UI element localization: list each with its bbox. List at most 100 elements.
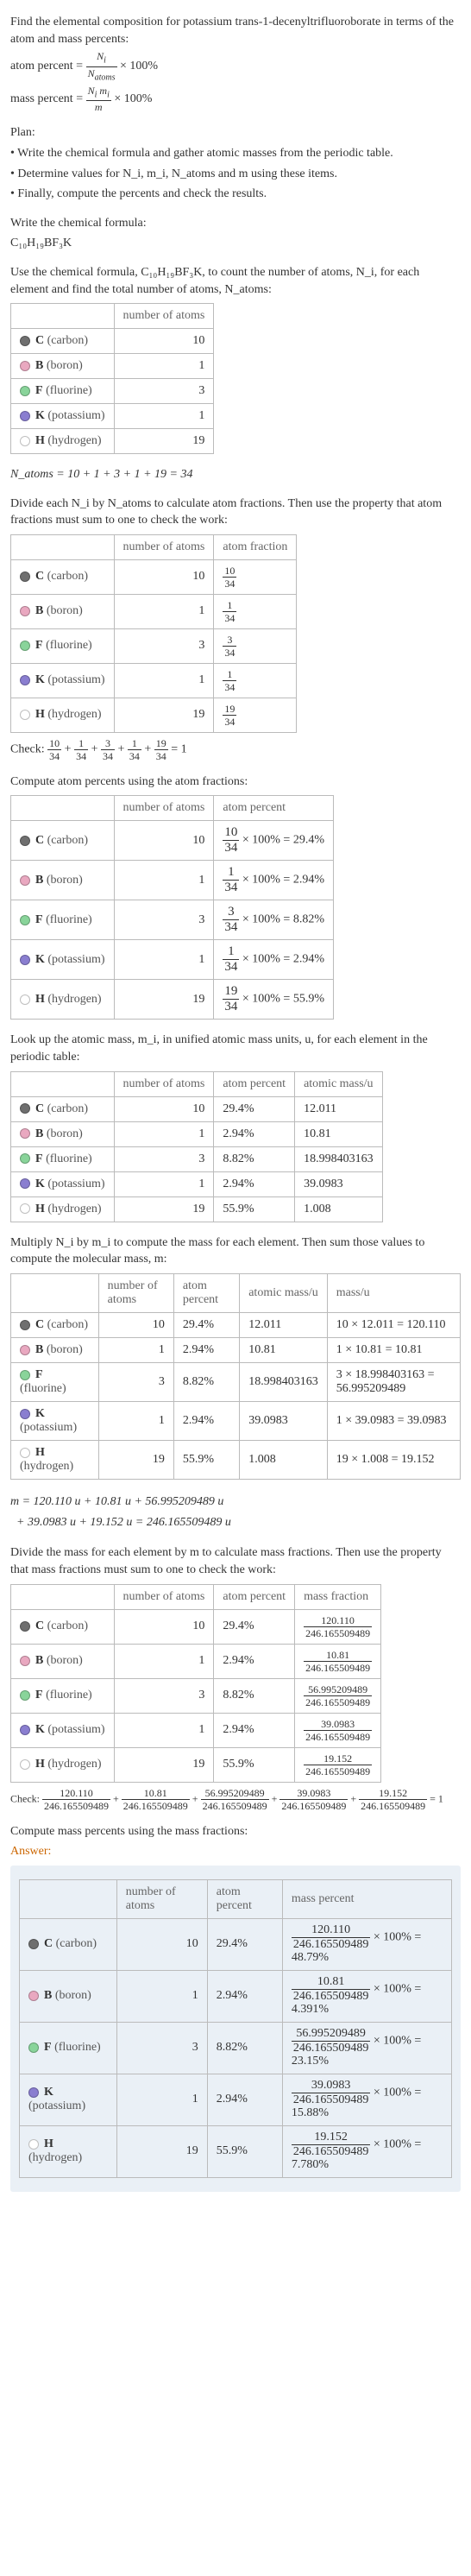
mass-percent-formula: mass percent = Ni mi m × 100% [10, 85, 461, 112]
element-cell: C (carbon) [11, 1609, 115, 1644]
atomic-mass: 1.008 [240, 1440, 328, 1479]
plan-item: • Finally, compute the percents and chec… [10, 186, 461, 203]
plan-item: • Write the chemical formula and gather … [10, 145, 461, 162]
atom-percent-table: number of atomsatom percent C (carbon)10… [10, 795, 334, 1020]
atomic-mass: 10.81 [240, 1337, 328, 1362]
element-cell: H (hydrogen) [11, 980, 115, 1020]
element-cell: K (potassium) [11, 940, 115, 980]
table-row: C (carbon)1029.4%12.011 [11, 1096, 383, 1121]
atom-frac: 1934 [214, 698, 297, 732]
atom-pct: 2.94% [214, 1644, 295, 1678]
atom-percent-formula: atom percent = Ni Natoms × 100% [10, 51, 461, 82]
title: Find the elemental composition for potas… [10, 14, 461, 47]
table-row: H (hydrogen)1955.9%1.00819 × 1.008 = 19.… [11, 1440, 461, 1479]
atom-pct: 55.9% [173, 1440, 239, 1479]
col-atom-pct: atom percent [173, 1273, 239, 1312]
plan-head: Plan: [10, 124, 461, 142]
plan-item-text: Determine values for N_i, m_i, N_atoms a… [17, 167, 337, 180]
mass-percent-frac: Ni mi m [86, 85, 111, 112]
mass-product: 1 × 39.0983 = 39.0983 [327, 1401, 460, 1440]
compute-apct-text: Compute atom percents using the atom fra… [10, 773, 461, 791]
col-atom-pct: atom percent [207, 1879, 282, 1918]
atom-pct: 2.94% [214, 1121, 295, 1146]
element-cell: C (carbon) [11, 821, 115, 861]
col-mass-u: mass/u [327, 1273, 460, 1312]
n-atoms: 19 [114, 1747, 214, 1782]
atom-pct: 55.9% [214, 1747, 295, 1782]
mass-frac: 39.0983246.165509489 [295, 1713, 381, 1747]
lookup-text: Look up the atomic mass, m_i, in unified… [10, 1032, 461, 1065]
element-cell: F (fluorine) [11, 1678, 115, 1713]
n-atoms: 10 [114, 559, 214, 594]
table-row: F (fluorine)38.82%18.998403163 [11, 1146, 383, 1171]
atomic-mass: 12.011 [240, 1312, 328, 1337]
table-row: C (carbon)10 [11, 329, 214, 354]
atom-pct: 134 × 100% = 2.94% [214, 861, 334, 900]
n-atoms: 10 [114, 329, 214, 354]
element-cell: K (potassium) [11, 1401, 99, 1440]
table-row: C (carbon)101034 [11, 559, 297, 594]
n-atoms: 10 [98, 1312, 173, 1337]
col-num-atoms: number of atoms [98, 1273, 173, 1312]
table-row: B (boron)1134 [11, 594, 297, 628]
element-cell: H (hydrogen) [20, 2125, 117, 2177]
plan-item-text: Finally, compute the percents and check … [17, 187, 267, 200]
mass-product: 19 × 1.008 = 19.152 [327, 1440, 460, 1479]
table-row: F (fluorine)38.82%56.995209489246.165509… [20, 2022, 452, 2074]
atomic-mass: 10.81 [295, 1121, 383, 1146]
n-atoms: 3 [114, 1146, 214, 1171]
table-row: H (hydrogen)19 [11, 429, 214, 454]
atom-pct: 55.9% [207, 2125, 282, 2177]
atom-pct: 55.9% [214, 1196, 295, 1222]
col-num-atoms: number of atoms [114, 534, 214, 559]
table-row: B (boron)12.94%10.81246.165509489 [11, 1644, 381, 1678]
atom-pct: 8.82% [207, 2022, 282, 2074]
n-atoms: 10 [116, 1918, 207, 1970]
col-atomic-mass: atomic mass/u [295, 1071, 383, 1096]
element-cell: B (boron) [20, 1970, 117, 2022]
mass-product: 10 × 12.011 = 120.110 [327, 1312, 460, 1337]
plan-item: • Determine values for N_i, m_i, N_atoms… [10, 166, 461, 183]
atom-pct: 1934 × 100% = 55.9% [214, 980, 334, 1020]
col-mass-pct: mass percent [282, 1879, 451, 1918]
atom-pct: 8.82% [173, 1362, 239, 1401]
atomic-mass-table: number of atomsatom percentatomic mass/u… [10, 1071, 383, 1222]
check-line-2: Check: 120.110246.165509489 + 10.81246.1… [10, 1788, 461, 1811]
element-cell: H (hydrogen) [11, 1196, 115, 1222]
element-cell: B (boron) [11, 1121, 115, 1146]
mass-pct: 39.0983246.165509489 × 100% = 15.88% [282, 2074, 451, 2125]
atom-percent-tail: × 100% [120, 60, 158, 73]
n-atoms: 1 [114, 1644, 214, 1678]
element-cell: B (boron) [11, 594, 115, 628]
table-row: H (hydrogen)1955.9%1.008 [11, 1196, 383, 1222]
n-atoms: 10 [114, 821, 214, 861]
atomic-mass: 39.0983 [295, 1171, 383, 1196]
n-atoms: 1 [116, 2074, 207, 2125]
mass-percent-tail: × 100% [114, 92, 152, 105]
n-atoms: 3 [114, 900, 214, 940]
atom-frac: 1034 [214, 559, 297, 594]
n-atoms: 3 [98, 1362, 173, 1401]
element-cell: C (carbon) [20, 1918, 117, 1970]
n-atoms: 1 [114, 1121, 214, 1146]
mass-product: 1 × 10.81 = 10.81 [327, 1337, 460, 1362]
frac-num: Ni mi [86, 85, 111, 101]
mass-percent-label: mass percent = [10, 92, 86, 105]
mass-frac: 56.995209489246.165509489 [295, 1678, 381, 1713]
table-row: C (carbon)1029.4%120.110246.165509489 × … [20, 1918, 452, 1970]
n-atoms: 1 [114, 861, 214, 900]
col-atomic-mass: atomic mass/u [240, 1273, 328, 1312]
element-cell: B (boron) [11, 1644, 115, 1678]
n-atoms: 3 [114, 379, 214, 404]
atom-pct: 2.94% [207, 2074, 282, 2125]
compute-mpct-text: Compute mass percents using the mass fra… [10, 1823, 461, 1840]
plan-item-text: Write the chemical formula and gather at… [17, 147, 393, 160]
frac-den: Natoms [86, 67, 117, 82]
atomic-mass: 18.998403163 [295, 1146, 383, 1171]
check-line: Check: 1034 + 134 + 334 + 134 + 1934 = 1 [10, 738, 461, 761]
frac-num: Ni [86, 51, 117, 66]
element-cell: K (potassium) [11, 404, 115, 429]
col-num-atoms: number of atoms [114, 304, 214, 329]
atom-pct: 2.94% [214, 1171, 295, 1196]
table-row: F (fluorine)38.82%56.995209489246.165509… [11, 1678, 381, 1713]
